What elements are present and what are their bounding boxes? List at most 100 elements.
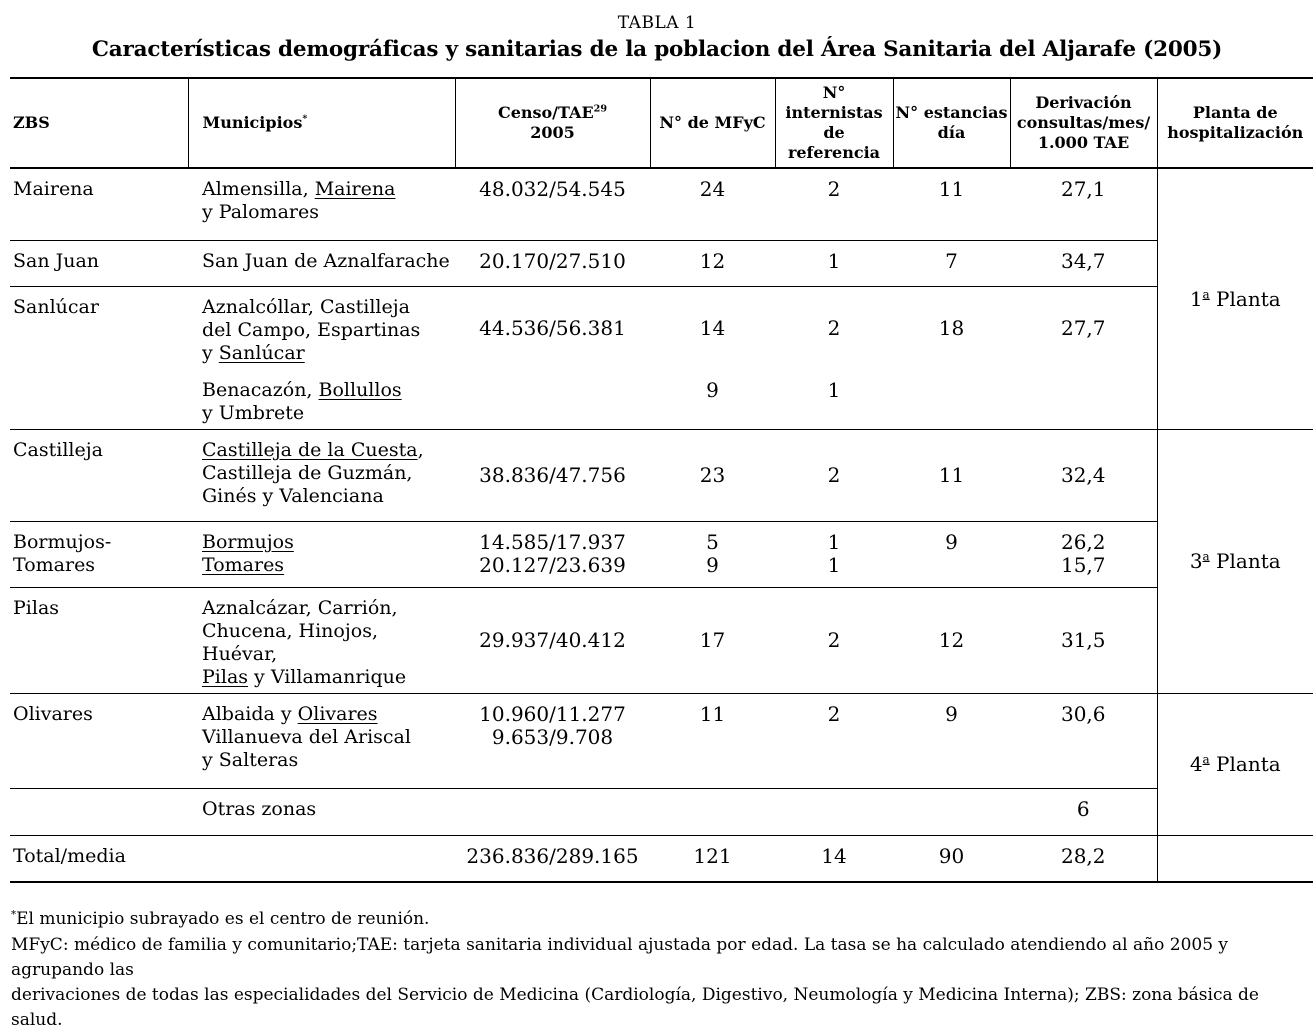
municipios-cell [188, 835, 455, 883]
municipios-cell: Albaida y Olivares Villanueva del Arisca… [188, 693, 455, 789]
zbs-cell: Pilas [10, 587, 188, 694]
internistas-cell: 2 [827, 315, 841, 340]
demographics-table: ZBS Municipios* Censo/TAE29 2005 N° de M… [10, 77, 1313, 883]
mfyc-cell: 121 [650, 835, 775, 883]
table-row-otras-zonas: Otras zonas 6 [10, 788, 1313, 836]
table-row-total: Total/media 236.836/289.165 121 14 90 28… [10, 835, 1313, 883]
censo-cell [455, 788, 650, 836]
censo-cell [455, 370, 650, 430]
table-row-sanlucar-extra: Benacazón, Bollullos y Umbrete 9 1 [10, 370, 1313, 430]
internistas-cell: 1 1 [775, 521, 893, 588]
col-header-planta: Planta de hospitalización [1156, 77, 1313, 169]
estancias-cell: 9 [893, 521, 1010, 588]
col-header-num-estancias: N° estancias día [892, 77, 1010, 169]
censo-cell: 44.536/56.381 [479, 315, 626, 340]
zbs-cell: Olivares [10, 693, 188, 789]
derivacion-cell: 31,5 [1010, 587, 1157, 694]
footnote-abbreviations: MFyC: médico de familia y comunitario;TA… [11, 934, 1259, 1030]
page: TABLA 1 Características demográficas y s… [0, 13, 1314, 1030]
zbs-cell: Sanlúcar [13, 295, 99, 318]
internistas-cell: 1 [775, 370, 893, 430]
zbs-cell [10, 370, 188, 430]
zbs-cell: Total/media [10, 835, 188, 883]
col-header-derivacion: Derivación consultas/mes/ 1.000 TAE [1009, 77, 1157, 169]
derivacion-cell: 30,6 [1010, 693, 1157, 789]
table-number-title: TABLA 1 [617, 13, 697, 33]
internistas-cell [775, 788, 893, 836]
header-row: ZBS Municipios* Censo/TAE29 2005 N° de M… [10, 77, 1313, 169]
zbs-cell: San Juan [10, 240, 188, 287]
footnotes: *El municipio subrayado es el centro de … [11, 907, 1306, 1033]
municipios-cell: Aznalcázar, Carrión, Chucena, Hinojos, H… [188, 587, 455, 694]
estancias-cell: 18 [938, 315, 965, 340]
municipios-cell: Aznalcóllar, Castilleja del Campo, Espar… [202, 295, 421, 364]
mfyc-cell: 23 [650, 429, 775, 522]
zbs-cell: Bormujos-Tomares [10, 521, 188, 588]
censo-cell: 38.836/47.756 [455, 429, 650, 522]
estancias-cell: 9 [893, 693, 1010, 789]
internistas-cell: 2 [775, 587, 893, 694]
estancias-cell [893, 370, 1010, 430]
table-row-pilas: Pilas Aznalcázar, Carrión, Chucena, Hino… [10, 587, 1313, 694]
censo-cell: 14.585/17.937 20.127/23.639 [455, 521, 650, 588]
table-subtitle: Características demográficas y sanitaria… [91, 37, 1223, 62]
internistas-cell: 2 [775, 693, 893, 789]
planta-cell-1a: 1a Planta [1156, 168, 1313, 430]
municipios-cell: Benacazón, Bollullos y Umbrete [188, 370, 455, 430]
municipios-cell: Castilleja de la Cuesta, Castilleja de G… [188, 429, 455, 522]
internistas-cell: 2 [775, 168, 893, 241]
estancias-cell: 11 [893, 168, 1010, 241]
table-row-sanlucar: Sanlúcar Aznalcóllar, Castilleja del Cam… [10, 286, 1313, 370]
col-header-zbs: ZBS [10, 77, 188, 169]
municipios-cell: Almensilla, Mairena y Palomares [188, 168, 455, 241]
mfyc-cell: 14 [699, 315, 726, 340]
col-header-num-internistas: N° internistas de referencia [774, 77, 893, 169]
estancias-cell: 7 [893, 240, 1010, 287]
table-row-olivares: Olivares Albaida y Olivares Villanueva d… [10, 693, 1313, 836]
mfyc-cell: 17 [650, 587, 775, 694]
planta-cell-3a: 3a Planta [1156, 429, 1313, 694]
internistas-cell: 1 [775, 240, 893, 287]
estancias-cell: 12 [893, 587, 1010, 694]
estancias-cell [893, 788, 1010, 836]
planta-cell-4a: 4a Planta [1156, 693, 1313, 836]
estancias-cell: 11 [893, 429, 1010, 522]
col-header-num-mfyc: N° de MFyC [649, 77, 775, 169]
municipios-cell: Otras zonas [188, 788, 455, 836]
censo-cell: 20.170/27.510 [455, 240, 650, 287]
table-row-bormujos-tomares: Bormujos-Tomares Bormujos Tomares 14.585… [10, 521, 1313, 588]
derivacion-cell: 26,2 15,7 [1010, 521, 1157, 588]
derivacion-cell: 34,7 [1010, 240, 1157, 287]
derivacion-cell: 28,2 [1010, 835, 1157, 883]
mfyc-cell: 24 [650, 168, 775, 241]
censo-cell: 48.032/54.545 [455, 168, 650, 241]
municipios-cell: San Juan de Aznalfarache [188, 240, 455, 287]
footnote-asterisk: *El municipio subrayado es el centro de … [11, 908, 430, 929]
mfyc-cell [650, 788, 775, 836]
mfyc-cell: 11 [650, 693, 775, 789]
planta-cell-empty [1156, 835, 1313, 883]
col-header-censo-tae: Censo/TAE29 2005 [454, 77, 650, 169]
mfyc-cell: 5 9 [650, 521, 775, 588]
derivacion-cell [1010, 370, 1157, 430]
zbs-cell: Mairena [10, 168, 188, 241]
table-row-mairena: Mairena Almensilla, Mairena y Palomares … [10, 168, 1313, 430]
mfyc-cell: 12 [650, 240, 775, 287]
mfyc-cell: 9 [650, 370, 775, 430]
col-header-municipios: Municipios* [187, 77, 455, 169]
derivacion-cell: 27,7 [1060, 315, 1106, 340]
zbs-cell: Castilleja [10, 429, 188, 522]
municipios-cell: Bormujos Tomares [188, 521, 455, 588]
zbs-cell [10, 788, 188, 836]
censo-cell: 29.937/40.412 [455, 587, 650, 694]
derivacion-cell: 27,1 [1010, 168, 1157, 241]
table-row-castilleja: Castilleja Castilleja de la Cuesta, Cast… [10, 429, 1313, 694]
censo-cell: 236.836/289.165 [455, 835, 650, 883]
derivacion-cell: 32,4 [1010, 429, 1157, 522]
censo-cell: 10.960/11.277 9.653/9.708 [455, 693, 650, 789]
table-row-sanjuan: San Juan San Juan de Aznalfarache 20.170… [10, 240, 1313, 287]
internistas-cell: 14 [775, 835, 893, 883]
internistas-cell: 2 [775, 429, 893, 522]
estancias-cell: 90 [893, 835, 1010, 883]
derivacion-cell: 6 [1010, 788, 1157, 836]
